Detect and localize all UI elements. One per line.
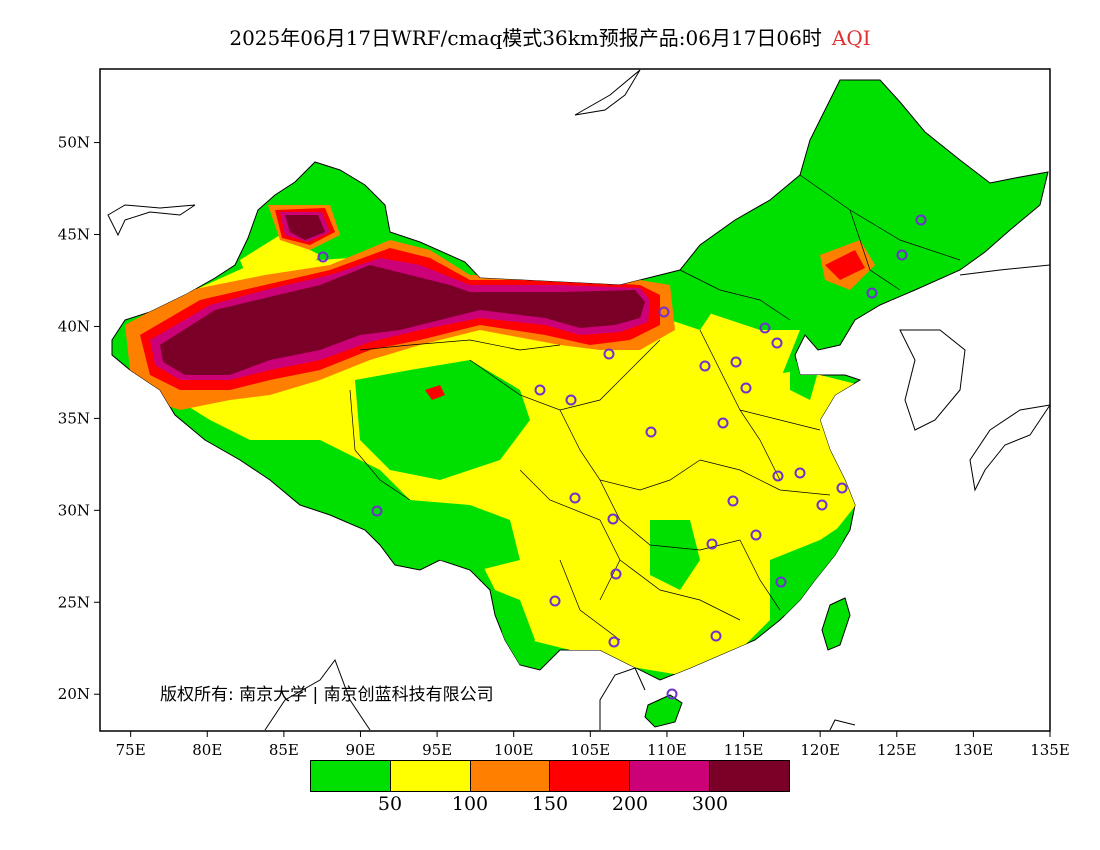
hainan-island bbox=[644, 694, 683, 728]
legend-label: 200 bbox=[611, 793, 649, 815]
coastlines bbox=[107, 69, 1050, 731]
station-markers bbox=[317, 214, 927, 700]
station-marker bbox=[775, 576, 787, 588]
plot-frame bbox=[99, 68, 1051, 732]
station-marker bbox=[603, 348, 615, 360]
x-tick-label: 130E bbox=[954, 741, 994, 759]
station-marker bbox=[915, 214, 927, 226]
station-marker bbox=[710, 630, 722, 642]
copyright-text: 版权所有: 南京大学 | 南京创蓝科技有限公司 bbox=[160, 685, 494, 705]
y-tick-label: 30N bbox=[58, 501, 90, 519]
legend-label: 150 bbox=[531, 793, 569, 815]
y-axis: 20N 25N 30N 35N 40N 45N 50N bbox=[58, 134, 100, 703]
station-marker bbox=[666, 688, 678, 700]
y-tick-label: 45N bbox=[58, 226, 90, 244]
y-tick-label: 25N bbox=[58, 593, 90, 611]
x-tick-label: 90E bbox=[345, 741, 375, 759]
station-marker bbox=[658, 306, 670, 318]
legend-swatch-usg bbox=[470, 761, 551, 791]
legend-swatch-good bbox=[311, 761, 391, 791]
station-marker bbox=[896, 249, 908, 261]
station-marker bbox=[727, 495, 739, 507]
station-marker bbox=[836, 482, 848, 494]
station-marker bbox=[607, 513, 619, 525]
x-tick-label: 105E bbox=[571, 741, 611, 759]
legend-label: 100 bbox=[451, 793, 489, 815]
station-marker bbox=[699, 360, 711, 372]
legend-swatch-hazardous bbox=[710, 761, 789, 791]
aqi-fields bbox=[125, 205, 875, 675]
station-marker bbox=[534, 384, 546, 396]
station-marker bbox=[706, 538, 718, 550]
title-variable: AQI bbox=[831, 26, 871, 50]
y-tick-label: 35N bbox=[58, 409, 90, 427]
province-boundaries bbox=[349, 174, 961, 641]
station-marker bbox=[759, 322, 771, 334]
station-marker bbox=[717, 417, 729, 429]
x-tick-label: 75E bbox=[116, 741, 146, 759]
station-marker bbox=[866, 287, 878, 299]
legend-label: 50 bbox=[377, 793, 403, 815]
map-title: 2025年06月17日WRF/cmaq模式36km预报产品:06月17日06时 A… bbox=[0, 22, 1100, 51]
x-axis: 75E 80E 85E 90E 95E 100E 105E 110E 115E 120E 125E 1… bbox=[116, 731, 1070, 759]
station-marker bbox=[610, 568, 622, 580]
legend-swatch-unhealthy bbox=[550, 761, 631, 791]
station-marker bbox=[645, 426, 657, 438]
station-marker bbox=[772, 470, 784, 482]
x-tick-label: 135E bbox=[1030, 741, 1070, 759]
station-marker bbox=[371, 505, 383, 517]
station-marker bbox=[771, 337, 783, 349]
station-marker bbox=[816, 499, 828, 511]
x-tick-label: 125E bbox=[877, 741, 917, 759]
x-tick-label: 120E bbox=[800, 741, 840, 759]
legend-swatch-moderate bbox=[390, 761, 471, 791]
x-tick-label: 80E bbox=[192, 741, 222, 759]
legend-label: 300 bbox=[691, 793, 729, 815]
x-tick-label: 85E bbox=[269, 741, 299, 759]
taiwan-island bbox=[821, 597, 851, 651]
x-tick-label: 115E bbox=[724, 741, 764, 759]
station-marker bbox=[750, 529, 762, 541]
x-tick-label: 95E bbox=[422, 741, 452, 759]
legend-colorbar bbox=[310, 760, 790, 792]
title-main: 2025年06月17日WRF/cmaq模式36km预报产品:06月17日06时 bbox=[229, 26, 822, 50]
x-tick-label: 100E bbox=[494, 741, 534, 759]
y-tick-label: 20N bbox=[58, 685, 90, 703]
x-tick-label: 110E bbox=[647, 741, 687, 759]
y-tick-label: 40N bbox=[58, 317, 90, 335]
y-tick-label: 50N bbox=[58, 134, 90, 152]
station-marker bbox=[317, 251, 329, 263]
station-marker bbox=[565, 394, 577, 406]
station-marker bbox=[608, 636, 620, 648]
station-marker bbox=[740, 382, 752, 394]
station-marker bbox=[730, 356, 742, 368]
station-marker bbox=[569, 492, 581, 504]
station-marker bbox=[794, 467, 806, 479]
legend-swatch-very-unhealthy bbox=[630, 761, 711, 791]
station-marker bbox=[549, 595, 561, 607]
